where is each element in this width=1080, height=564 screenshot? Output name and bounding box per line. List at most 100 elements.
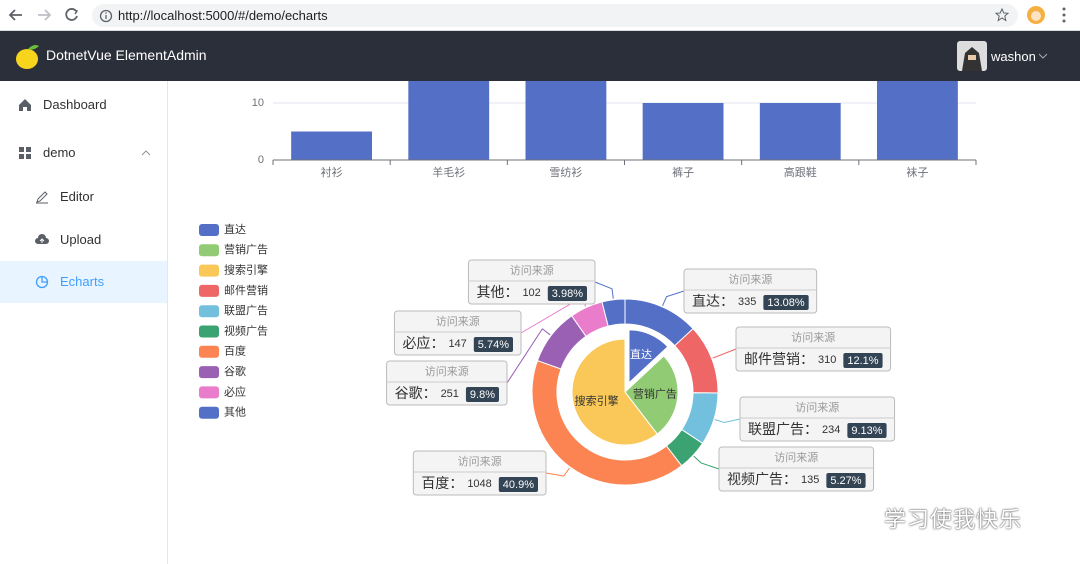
legend-swatch — [199, 224, 219, 236]
ring-slice — [681, 392, 719, 445]
label-category: 邮件营销 — [744, 351, 800, 367]
info-icon — [99, 9, 113, 23]
label-percent-bg — [547, 286, 587, 301]
slice-label: 搜索引擎 — [575, 394, 619, 408]
user-name[interactable]: washon — [991, 49, 1036, 64]
menu-item[interactable]: Editor — [0, 176, 167, 218]
edit-icon — [36, 191, 48, 204]
label-percent-bg — [843, 353, 883, 368]
label-percent: 9.13% — [851, 425, 882, 437]
legend-label: 邮件营销 — [224, 283, 268, 297]
legend-label: 其他 — [224, 406, 246, 419]
leader-line — [693, 455, 720, 470]
legend-label: 营销广告 — [224, 242, 268, 256]
x-tick-label: 羊毛衫 — [432, 165, 465, 179]
label-series-name: 访问来源 — [795, 400, 839, 414]
legend-swatch — [199, 366, 219, 379]
label-separator: ： — [804, 421, 818, 437]
label-value: 234 — [822, 424, 840, 436]
label-name: 百度： — [421, 475, 463, 491]
label-box-bg — [412, 450, 547, 496]
collapse-arrow — [141, 150, 151, 156]
profile-area[interactable] — [1020, 0, 1080, 31]
menu-label: demo — [43, 145, 76, 160]
label-value: 147 — [448, 338, 466, 350]
label-percent: 13.08% — [767, 297, 805, 309]
leader-line — [712, 348, 737, 359]
label-value: 102 — [522, 287, 540, 299]
x-tick-label: 高跟鞋 — [784, 165, 817, 179]
legend-swatch — [199, 406, 219, 419]
x-tick-label: 衬衫 — [321, 166, 343, 179]
dropdown-arrow[interactable] — [1038, 51, 1048, 61]
legend-label: 视频广告 — [224, 323, 268, 337]
x-tick-label: 袜子 — [906, 165, 928, 179]
label-category: 视频广告 — [727, 471, 783, 487]
x-tick-label: 裤子 — [672, 165, 694, 179]
menu-item[interactable]: Echarts — [0, 261, 167, 303]
menu-item[interactable]: demo — [0, 132, 167, 174]
address-bar[interactable]: http://localhost:5000/#/demo/echarts — [92, 4, 1018, 27]
label-category: 百度 — [421, 475, 449, 491]
label-percent-bg — [473, 337, 513, 352]
label-series-name: 访问来源 — [791, 330, 835, 344]
ring-slice — [531, 359, 683, 486]
label-value: 251 — [441, 388, 459, 400]
label-percent: 3.98% — [552, 288, 583, 300]
label-name: 视频广告： — [727, 471, 797, 487]
browser-bar: http://localhost:5000/#/demo/echarts — [0, 0, 1080, 31]
leader-line — [506, 328, 551, 384]
ring-slice — [665, 428, 704, 467]
label-name: 其他： — [476, 284, 518, 300]
menu-label: Echarts — [60, 274, 105, 289]
grid-icon — [19, 147, 31, 159]
label-box-bg — [393, 310, 522, 356]
leader-line — [545, 467, 571, 477]
label-category: 必应 — [402, 335, 430, 351]
label-percent-bg — [498, 477, 538, 492]
label-category: 直达 — [692, 293, 720, 309]
label-category: 联盟广告 — [748, 421, 804, 437]
x-tick-label: 雪纺衫 — [549, 165, 582, 179]
pie-slice — [624, 355, 679, 435]
legend-swatch — [199, 284, 219, 297]
legend-label: 谷歌 — [224, 364, 246, 378]
bar — [759, 103, 841, 160]
label-separator: ： — [423, 385, 437, 401]
leader-line — [714, 418, 741, 424]
label-percent: 9.8% — [470, 389, 495, 401]
label-name: 谷歌： — [395, 385, 437, 401]
pie-slice — [571, 338, 658, 446]
home-icon — [19, 99, 31, 111]
label-value: 1048 — [467, 478, 491, 490]
label-percent: 5.74% — [478, 339, 509, 351]
legend-swatch — [199, 345, 219, 358]
label-value: 310 — [818, 354, 836, 366]
label-separator: ： — [504, 284, 518, 300]
legend-swatch — [199, 386, 219, 399]
ring-slice — [601, 298, 626, 327]
label-series-name: 访问来源 — [774, 450, 818, 464]
legend-label: 搜索引擎 — [224, 263, 268, 277]
avatar[interactable] — [957, 41, 987, 71]
label-percent-bg — [763, 295, 809, 310]
legend-label: 联盟广告 — [224, 304, 268, 317]
app-header: DotnetVue ElementAdmin washon — [0, 31, 1080, 81]
legend-swatch — [199, 244, 219, 257]
star-icon[interactable] — [995, 8, 1009, 22]
url-text: http://localhost:5000/#/demo/echarts — [118, 8, 328, 23]
label-box-bg — [735, 326, 892, 372]
slice-label: 直达 — [630, 347, 652, 361]
legend-label: 必应 — [224, 384, 246, 398]
leader-line — [520, 296, 587, 334]
label-series-name: 访问来源 — [510, 263, 554, 277]
legend-swatch — [199, 305, 219, 318]
y-tick-label: 0 — [258, 154, 264, 166]
pie-slice — [628, 329, 669, 384]
nav-buttons[interactable] — [0, 0, 90, 31]
chart-icon — [35, 275, 49, 289]
menu-item[interactable]: Dashboard — [0, 84, 167, 126]
menu-item[interactable]: Upload — [0, 219, 167, 261]
